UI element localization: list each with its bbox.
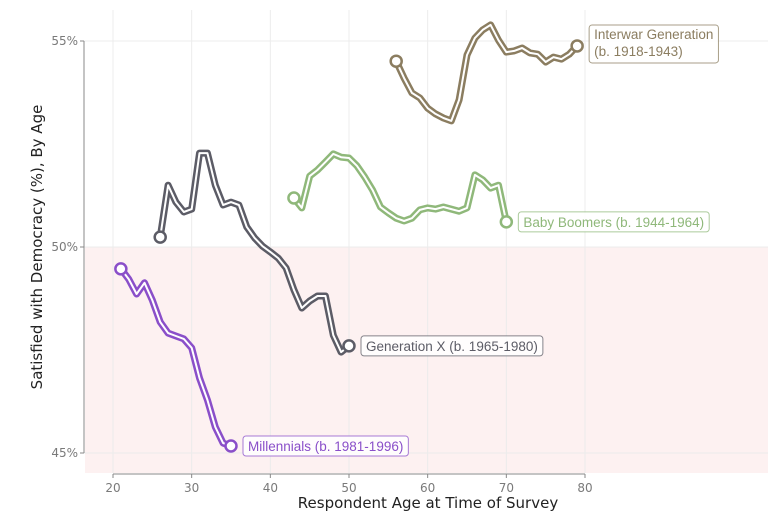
- series-end-marker: [499, 215, 514, 229]
- y-tick-label: 45%: [51, 446, 78, 460]
- series-label-millennials: Millennials (b. 1981-1996): [242, 435, 409, 457]
- series-start-marker: [389, 54, 403, 68]
- series-line-inner: [292, 152, 508, 223]
- series-label-baby-boomers: Baby Boomers (b. 1944-1964): [517, 211, 710, 233]
- series-label-box: [517, 211, 710, 233]
- series-generation-x: [153, 149, 356, 356]
- x-tick-label: 30: [184, 481, 199, 495]
- series-line-outline: [290, 150, 510, 226]
- x-tick-label: 40: [263, 481, 278, 495]
- series-line-inner: [395, 23, 579, 122]
- series-end-marker: [570, 39, 584, 53]
- series-millennials: [114, 262, 238, 453]
- x-tick-label: 80: [577, 481, 592, 495]
- series-label-text: Interwar Generation: [594, 27, 713, 42]
- series-label-box: [588, 24, 719, 64]
- series-baby-boomers: [287, 150, 514, 229]
- series-label-interwar-generation: Interwar Generation (b. 1918-1943): [588, 24, 719, 64]
- x-tick-label: 50: [341, 481, 356, 495]
- series-start-marker: [287, 191, 301, 205]
- series-end-marker: [342, 339, 356, 353]
- x-tick-label: 60: [420, 481, 435, 495]
- series-label-text: Generation X (b. 1965-1980): [366, 339, 538, 354]
- shaded-below-50-region: [85, 247, 768, 473]
- series-start-marker: [114, 262, 128, 276]
- series-label-box: [242, 435, 409, 457]
- series-line-inner: [159, 152, 350, 354]
- y-tick-label: 55%: [51, 34, 78, 48]
- series-label-generation-x: Generation X (b. 1965-1980): [360, 335, 544, 357]
- series-end-marker: [224, 439, 238, 453]
- series-label-text-line2: (b. 1918-1943): [594, 44, 683, 59]
- series-label-box: [360, 335, 544, 357]
- series-start-marker: [153, 230, 167, 244]
- series-label-text: Millennials (b. 1981-1996): [248, 439, 403, 454]
- series-labels: Interwar Generation (b. 1918-1943) Baby B…: [242, 24, 719, 457]
- x-axis-title: Respondent Age at Time of Survey: [298, 494, 559, 512]
- series-line-outline: [392, 21, 581, 125]
- y-axis-title: Satisfied with Democracy (%), By Age: [28, 105, 46, 390]
- x-tick-label: 20: [105, 481, 120, 495]
- series-interwar-generation: [389, 21, 584, 125]
- series-label-text: Baby Boomers (b. 1944-1964): [523, 215, 704, 230]
- axes: 45% 50% 55% 20 30 40 50 60 70 80: [51, 34, 592, 495]
- x-tick-label: 70: [499, 481, 514, 495]
- y-tick-label: 50%: [51, 240, 78, 254]
- series-line-inner: [119, 267, 232, 447]
- series-group: [114, 21, 584, 453]
